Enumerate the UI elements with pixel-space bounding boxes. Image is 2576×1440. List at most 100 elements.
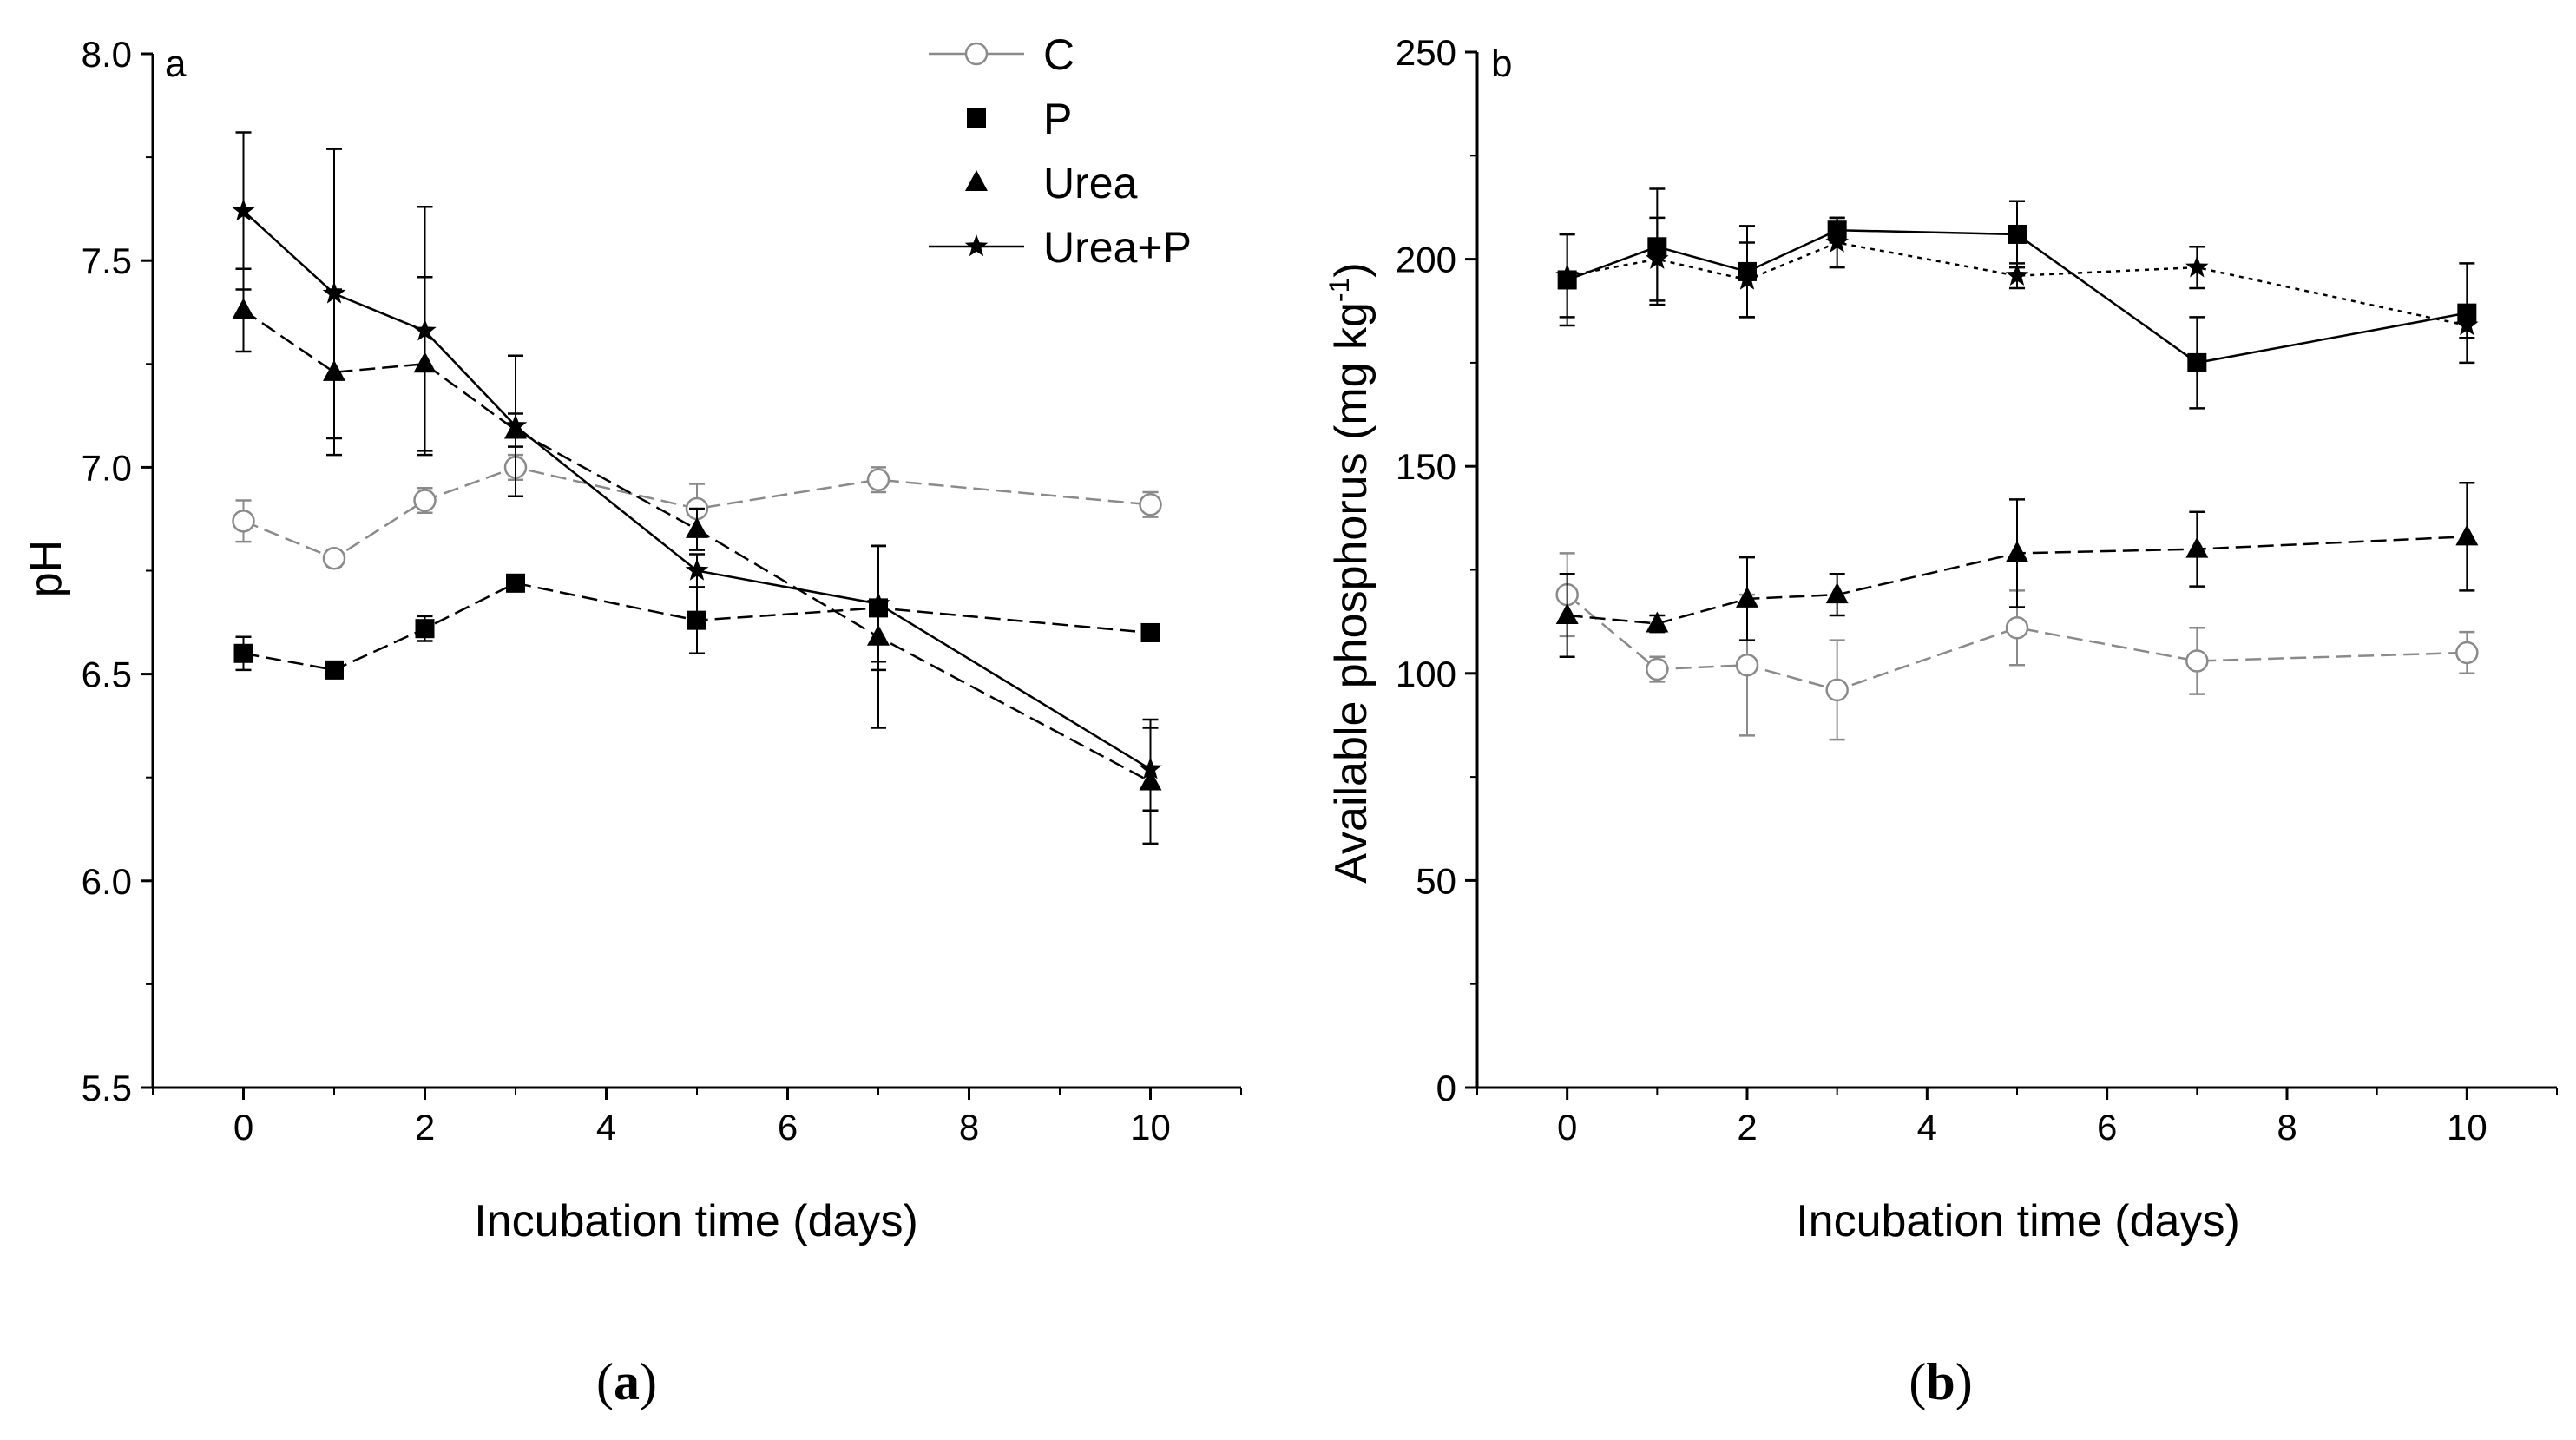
panel-a-y-axis-title: pH xyxy=(21,540,71,597)
panel-a-point-p xyxy=(415,619,435,639)
panel-b-point-urea xyxy=(2006,541,2028,562)
legend-label-urea: Urea xyxy=(1043,159,1138,207)
legend: CP Urea Urea+P xyxy=(929,30,1192,272)
panel-a-point-urea xyxy=(232,298,255,319)
panel-a-x-tick-label: 4 xyxy=(596,1107,616,1147)
panel-b-point-urea-plus-p xyxy=(2005,263,2029,286)
legend-entry-urea-plus-p: Urea+P xyxy=(929,223,1192,272)
legend-marker-urea xyxy=(965,170,988,191)
panel-b-point-urea-plus-p xyxy=(1555,263,1579,286)
panel-b-y-tick-label: 150 xyxy=(1396,446,1456,487)
panel-a-x-tick-label: 2 xyxy=(415,1107,435,1147)
panel-b-caption-close: ) xyxy=(1955,1353,1973,1410)
panel-a-x-tick-label: 0 xyxy=(233,1107,253,1147)
panel-a-point-urea-plus-p xyxy=(685,558,709,581)
panel-a-point-p xyxy=(1140,622,1160,642)
legend-label-urea-plus-p: Urea+P xyxy=(1043,223,1192,272)
panel-a-point-urea-plus-p xyxy=(503,413,528,437)
panel-b-letter: b xyxy=(1491,43,1512,85)
legend-entry-c: C xyxy=(929,30,1074,79)
panel-a-y-tick-label: 7.5 xyxy=(82,240,132,281)
panel-b-x-axis-title: Incubation time (days) xyxy=(1796,1196,2240,1246)
panel-a-letter: a xyxy=(165,43,187,85)
panel-b-point-urea xyxy=(2185,536,2209,558)
panel-a-caption-letter: a xyxy=(614,1353,640,1410)
panel-b-point-p xyxy=(2008,224,2027,244)
panel-a-point-urea-plus-p xyxy=(413,319,437,341)
legend-marker-p xyxy=(967,108,986,128)
legend-entry-urea: Urea xyxy=(965,159,1138,207)
panel-a-point-urea-plus-p xyxy=(232,199,255,221)
legend-marker-urea-plus-p xyxy=(964,234,989,257)
panel-b-caption-letter: b xyxy=(1926,1353,1955,1410)
panel-a-caption-open: ( xyxy=(596,1353,614,1410)
panel-b-y-title-end: ) xyxy=(1326,262,1377,277)
panel-b-point-p xyxy=(2187,352,2207,372)
panel-b-y-title-superscript: -1 xyxy=(1324,278,1355,302)
panel-a-series-urea-plus-p xyxy=(232,131,1162,812)
panel-a-y-tick-label: 7.0 xyxy=(82,447,132,488)
panel-b-point-c xyxy=(1735,654,1759,677)
panel-a-point-p xyxy=(325,660,344,680)
panel-b-point-c xyxy=(2185,649,2209,673)
panel-a: 0 2 4 6 8 10 5.5 6.0 6.5 7.0 7.5 8.0 Incubation tim… xyxy=(21,30,1242,1410)
panel-a-point-c xyxy=(413,489,437,512)
panel-b-point-urea-plus-p xyxy=(1646,247,1669,269)
panel-a-point-urea-plus-p xyxy=(322,281,346,304)
panel-a-point-urea-plus-p xyxy=(866,591,890,614)
panel-a-y-tick-label: 6.0 xyxy=(82,861,132,902)
panel-b-y-tick-label: 100 xyxy=(1396,654,1456,694)
panel-a-data-layer xyxy=(232,131,1162,845)
panel-b-y-title-main: Available phosphorus (mg kg xyxy=(1326,302,1377,884)
panel-a-y-tick-label: 5.5 xyxy=(82,1068,132,1108)
panel-a-y-tick-label: 6.5 xyxy=(82,654,132,695)
panel-a-point-urea xyxy=(686,516,708,538)
panel-b-point-c xyxy=(1825,678,1849,702)
panel-b-y-tick-label: 50 xyxy=(1416,860,1456,901)
panel-b-data-layer xyxy=(1555,187,2479,741)
panel-a-point-urea-plus-p xyxy=(1139,757,1162,779)
panel-b-caption: (b) xyxy=(1909,1353,1972,1410)
panel-a-point-c xyxy=(232,510,255,533)
panel-b-point-urea-plus-p xyxy=(1825,230,1849,253)
panel-b-x-tick-label: 6 xyxy=(2097,1107,2117,1147)
legend-label-c: C xyxy=(1043,30,1074,79)
panel-b-series-c xyxy=(1555,552,2479,741)
panel-a-point-c xyxy=(866,468,890,491)
panel-b-point-c xyxy=(2455,641,2479,665)
panel-b-x-tick-label: 4 xyxy=(1917,1107,1937,1147)
panel-a-point-p xyxy=(506,573,525,593)
legend-marker-c xyxy=(964,42,989,66)
panel-b-point-c xyxy=(1646,657,1669,681)
panel-a-caption-close: ) xyxy=(640,1353,657,1410)
legend-label-p: P xyxy=(1043,95,1072,143)
panel-a-x-tick-label: 6 xyxy=(778,1107,798,1147)
panel-b-point-urea-plus-p xyxy=(1735,267,1759,290)
panel-b-point-urea xyxy=(1736,586,1758,608)
panel-b-x-tick-label: 10 xyxy=(2447,1107,2487,1147)
panel-a-y-tick-label: 8.0 xyxy=(82,34,132,75)
panel-a-point-c xyxy=(322,546,346,570)
panel-a-caption: (a) xyxy=(596,1353,657,1410)
panel-a-point-c xyxy=(1139,493,1162,516)
panel-b-y-axis-title: Available phosphorus (mg kg-1) xyxy=(1324,262,1377,883)
panel-b-point-urea xyxy=(1555,602,1579,624)
panel-b-caption-open: ( xyxy=(1909,1353,1926,1410)
panel-b-series-urea-plus-p xyxy=(1555,216,2479,339)
legend-entry-p: P xyxy=(967,95,1072,143)
panel-b-point-urea xyxy=(2455,524,2479,546)
panel-a-point-p xyxy=(687,610,706,630)
panel-b-y-tick-label: 0 xyxy=(1436,1068,1456,1108)
panel-b-series-urea xyxy=(1555,482,2479,658)
panel-b-x-tick-label: 8 xyxy=(2277,1107,2297,1147)
panel-a-x-tick-label: 8 xyxy=(959,1107,979,1147)
panel-a-axes: 0 2 4 6 8 10 5.5 6.0 6.5 7.0 7.5 8.0 xyxy=(82,34,1242,1147)
panel-a-x-tick-label: 10 xyxy=(1130,1107,1171,1147)
panel-b-x-tick-label: 2 xyxy=(1737,1107,1757,1147)
panel-a-x-axis-title: Incubation time (days) xyxy=(474,1196,918,1246)
panel-b-y-tick-label: 250 xyxy=(1396,32,1456,73)
